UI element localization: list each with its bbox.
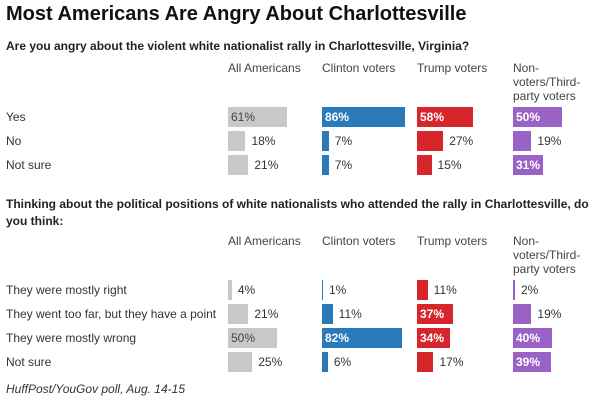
value-label: 86% (325, 110, 350, 124)
bar (417, 328, 450, 348)
bar (417, 131, 444, 151)
bar (228, 304, 249, 324)
row-label: No (6, 134, 22, 148)
value-label: 11% (338, 307, 362, 321)
bar (322, 352, 328, 372)
title: Most Americans Are Angry About Charlotte… (6, 3, 467, 25)
value-label: 21% (254, 158, 279, 172)
value-label: 2% (520, 283, 539, 297)
column-header: Trump voters (417, 61, 488, 75)
bar (513, 107, 562, 127)
value-label: 19% (537, 134, 562, 148)
column-header: Clinton voters (322, 61, 396, 75)
row-label: Not sure (6, 158, 52, 172)
value-label: 21% (254, 307, 279, 321)
row-label: They were mostly wrong (6, 331, 137, 345)
value-label: 1% (328, 283, 347, 297)
bar (322, 155, 329, 175)
value-label: 18% (251, 134, 276, 148)
column-header: Clinton voters (322, 234, 396, 248)
bar (513, 304, 532, 324)
bar (322, 328, 402, 348)
value-label: 19% (537, 307, 562, 321)
bar (228, 107, 288, 127)
value-label: 17% (439, 355, 464, 369)
bar (322, 107, 406, 127)
bar (228, 352, 253, 372)
bar (228, 328, 277, 348)
column-header: All Americans (228, 61, 301, 75)
value-label: 58% (420, 110, 445, 124)
value-label: 61% (231, 110, 256, 124)
value-label: 7% (334, 158, 353, 172)
value-label: 6% (333, 355, 352, 369)
value-label: 50% (516, 110, 541, 124)
row-label: They were mostly right (6, 283, 127, 297)
column-header: Non-voters/Third-party voters (513, 234, 581, 276)
column-header: Non-voters/Third-party voters (513, 61, 581, 103)
bar (228, 131, 246, 151)
question: Thinking about the political positions o… (6, 197, 589, 228)
question: Are you angry about the violent white na… (6, 39, 470, 53)
value-label: 50% (231, 331, 256, 345)
bar (322, 304, 333, 324)
row-label: They went too far, but they have a point (6, 307, 217, 321)
bar (417, 304, 453, 324)
bar (513, 352, 551, 372)
value-label: 37% (420, 307, 445, 321)
value-label: 34% (420, 331, 445, 345)
value-label: 7% (334, 134, 353, 148)
value-label: 39% (516, 355, 541, 369)
value-label: 40% (516, 331, 541, 345)
bar (322, 280, 323, 300)
bar (228, 280, 232, 300)
row-label: Yes (6, 110, 26, 124)
bar (322, 131, 329, 151)
source: HuffPost/YouGov poll, Aug. 14-15 (6, 382, 185, 396)
bar (513, 328, 552, 348)
value-label: 25% (258, 355, 283, 369)
value-label: 15% (437, 158, 462, 172)
value-label: 82% (325, 331, 350, 345)
bar (417, 155, 432, 175)
value-label: 4% (237, 283, 256, 297)
column-header: All Americans (228, 234, 301, 248)
bar (417, 352, 434, 372)
value-label: 11% (433, 283, 457, 297)
bar (513, 131, 532, 151)
bar (513, 155, 544, 175)
bar (417, 107, 474, 127)
column-header: Trump voters (417, 234, 488, 248)
row-label: Not sure (6, 355, 52, 369)
value-label: 31% (516, 158, 541, 172)
value-label: 27% (449, 134, 474, 148)
bar (228, 155, 249, 175)
bar (417, 280, 428, 300)
bar (513, 280, 515, 300)
